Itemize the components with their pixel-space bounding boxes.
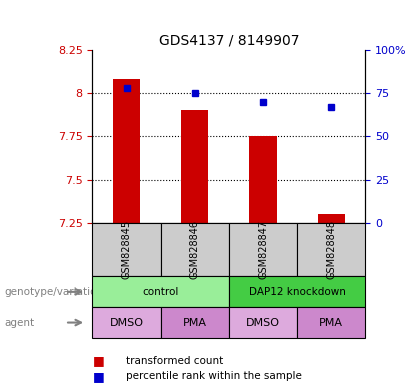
- Text: agent: agent: [4, 318, 34, 328]
- Bar: [113, 79, 140, 223]
- Bar: [318, 214, 345, 223]
- Text: DMSO: DMSO: [246, 318, 280, 328]
- Text: PMA: PMA: [319, 318, 343, 328]
- Text: ■: ■: [92, 354, 104, 367]
- Bar: [249, 136, 277, 223]
- Text: GSM828848: GSM828848: [326, 220, 336, 279]
- Text: percentile rank within the sample: percentile rank within the sample: [126, 371, 302, 381]
- Title: GDS4137 / 8149907: GDS4137 / 8149907: [159, 33, 299, 47]
- Text: ■: ■: [92, 370, 104, 383]
- Text: GSM828847: GSM828847: [258, 220, 268, 279]
- Text: GSM828846: GSM828846: [190, 220, 200, 279]
- Text: DMSO: DMSO: [110, 318, 144, 328]
- Bar: [181, 111, 208, 223]
- Text: control: control: [142, 287, 179, 297]
- Text: PMA: PMA: [183, 318, 207, 328]
- Text: GSM828845: GSM828845: [121, 220, 131, 279]
- Text: DAP12 knockdown: DAP12 knockdown: [249, 287, 346, 297]
- Text: genotype/variation: genotype/variation: [4, 287, 103, 297]
- Text: transformed count: transformed count: [126, 356, 223, 366]
